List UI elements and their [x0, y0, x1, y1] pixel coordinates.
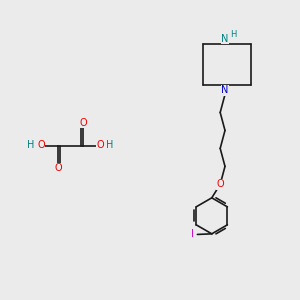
- Text: N: N: [221, 34, 229, 44]
- Text: H: H: [106, 140, 114, 151]
- Text: H: H: [27, 140, 34, 151]
- Text: O: O: [216, 179, 224, 189]
- Text: O: O: [37, 140, 45, 151]
- Text: H: H: [230, 30, 237, 39]
- Text: O: O: [79, 118, 87, 128]
- Text: I: I: [190, 230, 194, 239]
- Text: N: N: [221, 85, 229, 95]
- Text: O: O: [96, 140, 104, 151]
- Text: O: O: [54, 163, 62, 173]
